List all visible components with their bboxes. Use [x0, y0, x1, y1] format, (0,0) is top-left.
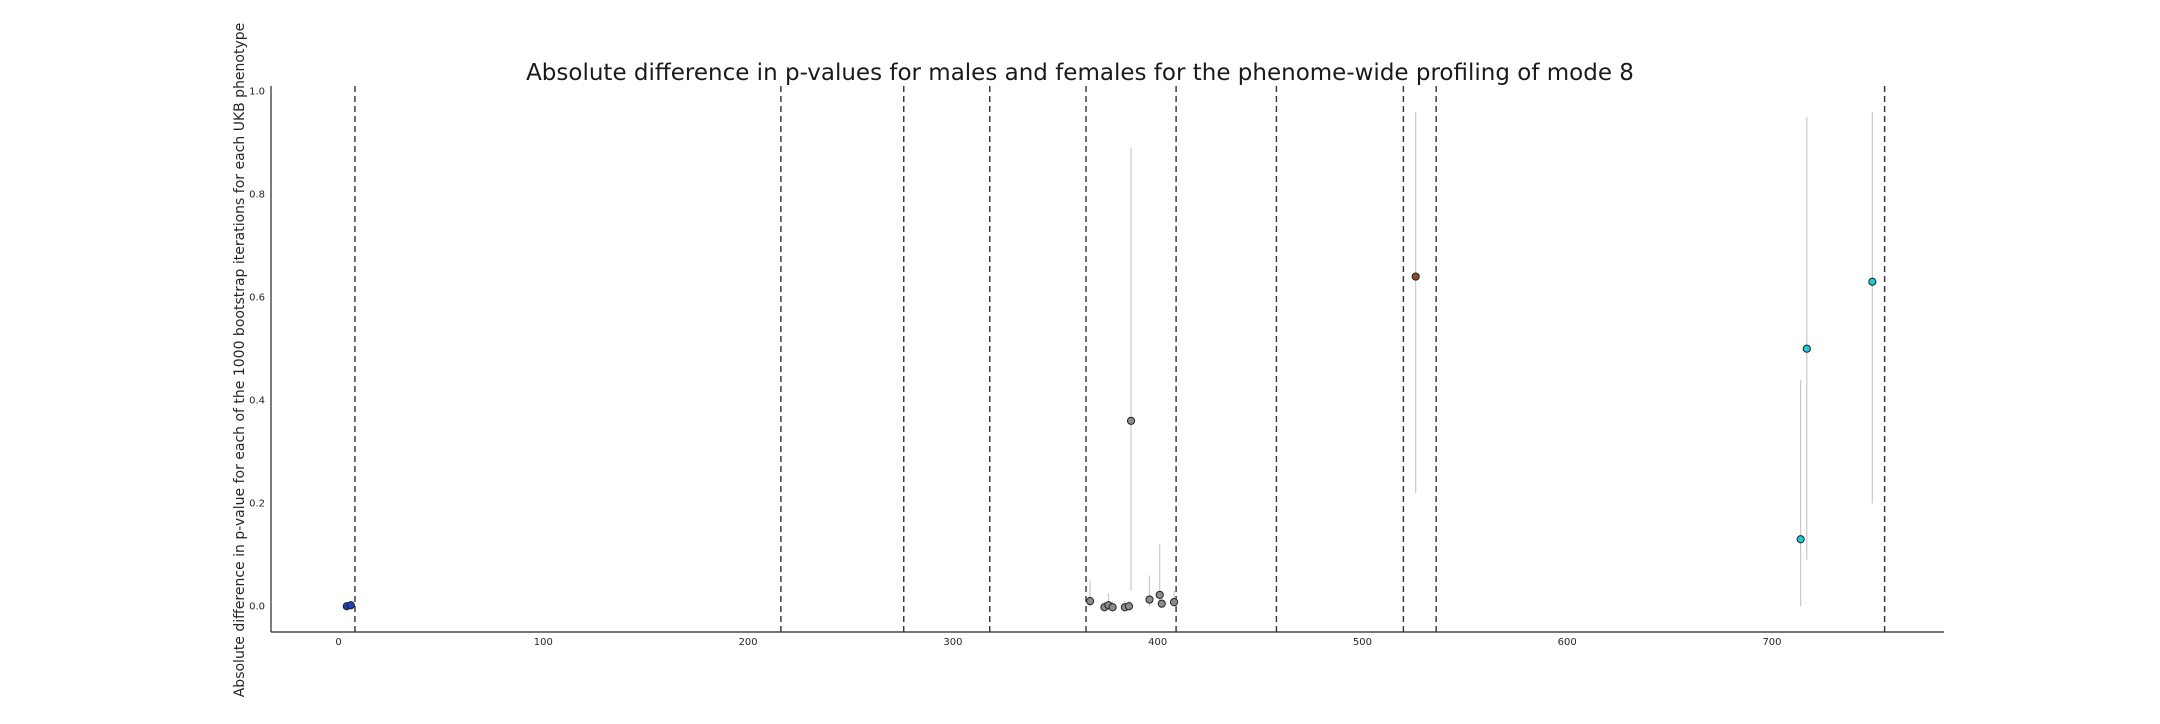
data-point	[1126, 416, 1136, 425]
y-tick-label: 0.0	[249, 602, 265, 613]
data-point	[1411, 272, 1420, 281]
y-tick-label: 1.0	[249, 87, 265, 98]
x-tick-label: 0	[335, 637, 341, 648]
data-point	[1108, 603, 1117, 612]
x-tick-label: 500	[1353, 637, 1372, 648]
data-point	[1124, 602, 1134, 611]
data-point	[1145, 595, 1154, 604]
chart-title: Absolute difference in p-values for male…	[526, 60, 1634, 86]
data-point	[1868, 277, 1877, 286]
x-tick-label: 400	[1148, 637, 1167, 648]
x-tick-label: 700	[1762, 637, 1781, 648]
error-bars	[346, 111, 1873, 608]
axes	[270, 86, 1944, 633]
y-axis-ticks: 0.0 0.2 0.4 0.6 0.8 1.0	[249, 87, 265, 613]
x-tick-label: 200	[739, 637, 758, 648]
data-point	[346, 601, 355, 610]
data-point	[1796, 535, 1805, 544]
data-point	[1155, 590, 1164, 600]
data-points	[342, 272, 1877, 612]
data-point	[1802, 344, 1811, 353]
y-tick-label: 0.6	[249, 293, 265, 304]
y-tick-label: 0.4	[249, 396, 265, 407]
y-tick-label: 0.8	[249, 190, 265, 201]
y-tick-label: 0.2	[249, 499, 265, 510]
x-tick-label: 100	[534, 637, 553, 648]
category-boundaries	[354, 86, 1886, 632]
x-tick-label: 600	[1558, 637, 1577, 648]
x-tick-label: 300	[943, 637, 962, 648]
data-point	[1085, 596, 1095, 606]
x-axis-ticks: 0 100 200 300 400 500 600 700	[335, 637, 1781, 648]
data-point	[1157, 599, 1166, 608]
y-axis-label: Absolute difference in p-value for each …	[232, 23, 248, 698]
data-point	[1169, 598, 1179, 607]
